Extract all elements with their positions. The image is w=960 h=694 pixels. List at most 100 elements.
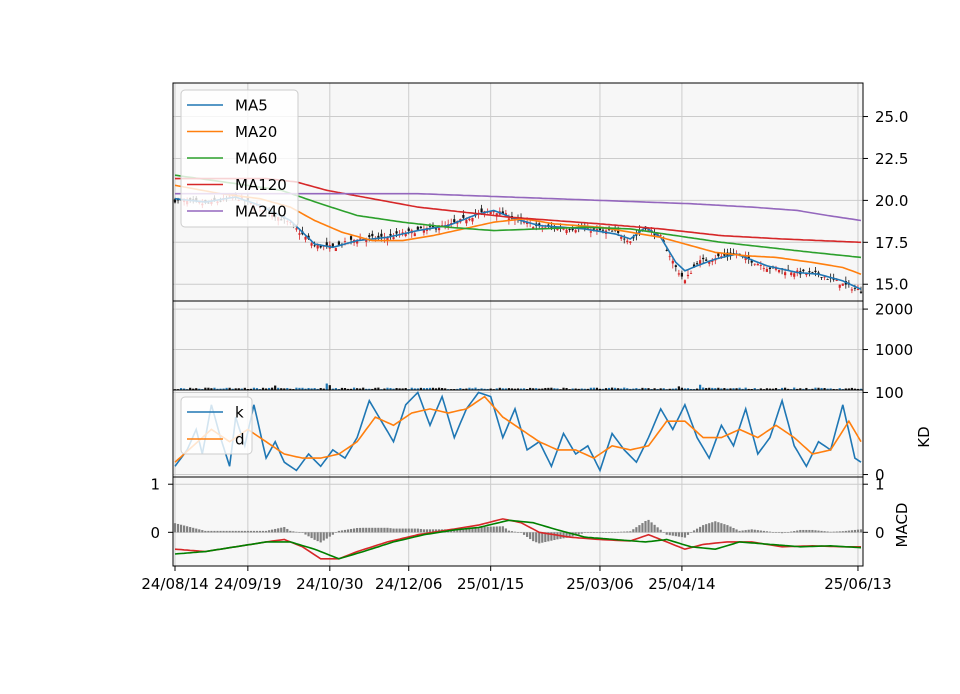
macd-hist-bar	[805, 529, 808, 533]
macd-hist-bar	[516, 532, 520, 533]
macd-hist-bar	[835, 531, 838, 533]
macd-hist-bar	[346, 529, 350, 533]
macd-axis-label: MACD	[893, 503, 911, 548]
volume-bar	[216, 388, 219, 390]
macd-hist-bar	[595, 532, 599, 533]
candle-body	[468, 218, 471, 221]
macd-hist-bar	[198, 529, 201, 533]
volume-bar	[626, 388, 629, 390]
macd-hist-bar	[726, 525, 729, 533]
volume-bar	[192, 388, 195, 390]
volume-bar	[610, 387, 614, 390]
candle-body	[759, 265, 762, 267]
volume-bar	[213, 387, 216, 390]
macd-hist-bar	[383, 527, 386, 533]
volume-bar	[313, 388, 316, 390]
macd-hist-bar	[413, 528, 416, 533]
volume-bar	[793, 387, 796, 390]
macd-hist-bar	[623, 531, 626, 533]
macd-hist-bar	[183, 525, 186, 533]
macd-hist-bar	[431, 529, 435, 533]
macd-hist-bar	[255, 530, 259, 533]
volume-bar	[708, 387, 711, 390]
volume-bar	[671, 388, 674, 390]
macd-hist-bar	[195, 528, 198, 533]
candle-body	[325, 242, 328, 246]
macd-hist-bar	[204, 530, 207, 533]
macd-hist-bar	[334, 532, 337, 533]
candle-body	[762, 267, 765, 269]
volume-bar	[717, 387, 720, 390]
volume-bar	[753, 388, 756, 390]
volume-bar	[695, 388, 699, 390]
candle-body	[756, 263, 759, 266]
macd-hist-bar	[547, 532, 550, 542]
volume-bar	[641, 387, 644, 390]
volume-bar	[307, 387, 310, 390]
volume-bar	[811, 388, 814, 390]
volume-bar	[787, 388, 790, 390]
candle-body	[413, 233, 416, 237]
macd-hist-bar	[620, 531, 623, 533]
macd-hist-bar	[796, 530, 799, 533]
x-tick-label: 24/08/14	[141, 575, 208, 593]
candle-body	[668, 256, 671, 258]
volume-bar	[207, 387, 210, 390]
volume-bar	[295, 387, 298, 390]
macd-hist-bar	[699, 526, 702, 533]
macd-hist-bar	[380, 527, 383, 533]
price-y-tick-label: 17.5	[875, 234, 908, 252]
macd-hist-bar	[228, 530, 231, 533]
candle-body	[422, 229, 426, 233]
volume-bar	[374, 387, 377, 390]
macd-hist-bar	[474, 527, 477, 533]
volume-bar	[814, 387, 817, 390]
legend-label-ma60: MA60	[235, 150, 277, 168]
macd-hist-bar	[173, 523, 177, 533]
volume-bar	[419, 387, 422, 390]
macd-hist-bar	[702, 525, 705, 533]
candle-body	[544, 227, 547, 229]
macd-hist-bar	[213, 530, 216, 533]
volume-bar	[556, 388, 559, 390]
volume-bar	[195, 388, 198, 390]
volume-bar	[189, 387, 192, 390]
volume-bar	[850, 387, 853, 390]
volume-bar	[504, 388, 507, 390]
volume-bar	[638, 388, 641, 390]
candle-body	[592, 228, 595, 230]
macd-hist-bar	[222, 530, 225, 533]
volume-bar	[826, 388, 829, 390]
macd-hist-bar	[176, 523, 180, 533]
macd-hist-bar	[717, 522, 720, 533]
volume-bar	[532, 388, 535, 390]
volume-bar	[422, 388, 426, 390]
macd-hist-bar	[705, 524, 708, 533]
macd-hist-bar	[790, 531, 793, 533]
kd-lines	[174, 391, 862, 473]
candle-body	[462, 215, 465, 218]
volume-bar	[653, 388, 656, 390]
volume-bar	[377, 387, 380, 390]
macd-hist-bar	[264, 530, 268, 533]
candle-body	[541, 227, 544, 229]
macd-hist-bar	[686, 532, 690, 535]
macd-hist-bar	[352, 528, 356, 533]
candle-body	[434, 228, 438, 230]
macd-hist-bar	[604, 532, 608, 533]
macd-hist-bar	[644, 521, 647, 533]
volume-bar	[538, 388, 541, 390]
volume-bar	[401, 388, 404, 390]
candle-body	[708, 260, 711, 264]
macd-hist-bar	[522, 532, 526, 535]
candle-body	[859, 291, 863, 293]
x-tick-label: 24/09/19	[214, 575, 281, 593]
volume-bar	[510, 388, 514, 390]
macd-hist-bar	[820, 530, 823, 533]
volume-bar	[486, 388, 489, 390]
macd-hist-bar	[462, 528, 465, 533]
volume-bar	[228, 387, 231, 390]
volume-bar	[774, 388, 778, 390]
candle-body	[568, 229, 571, 231]
volume-bar	[222, 388, 225, 390]
